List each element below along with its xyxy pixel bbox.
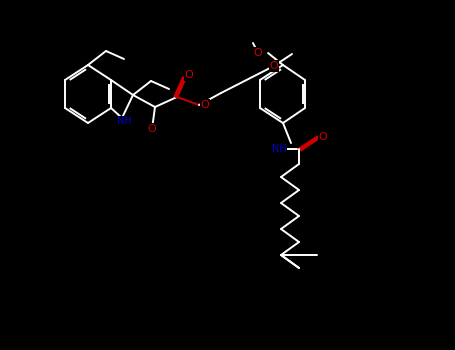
- Text: O: O: [270, 61, 278, 71]
- Text: O: O: [201, 100, 209, 110]
- Text: O: O: [253, 48, 263, 58]
- Text: NH: NH: [116, 116, 131, 126]
- Text: O: O: [318, 132, 328, 142]
- Text: NH: NH: [272, 144, 286, 154]
- Text: O: O: [147, 124, 157, 134]
- Text: O: O: [185, 70, 193, 80]
